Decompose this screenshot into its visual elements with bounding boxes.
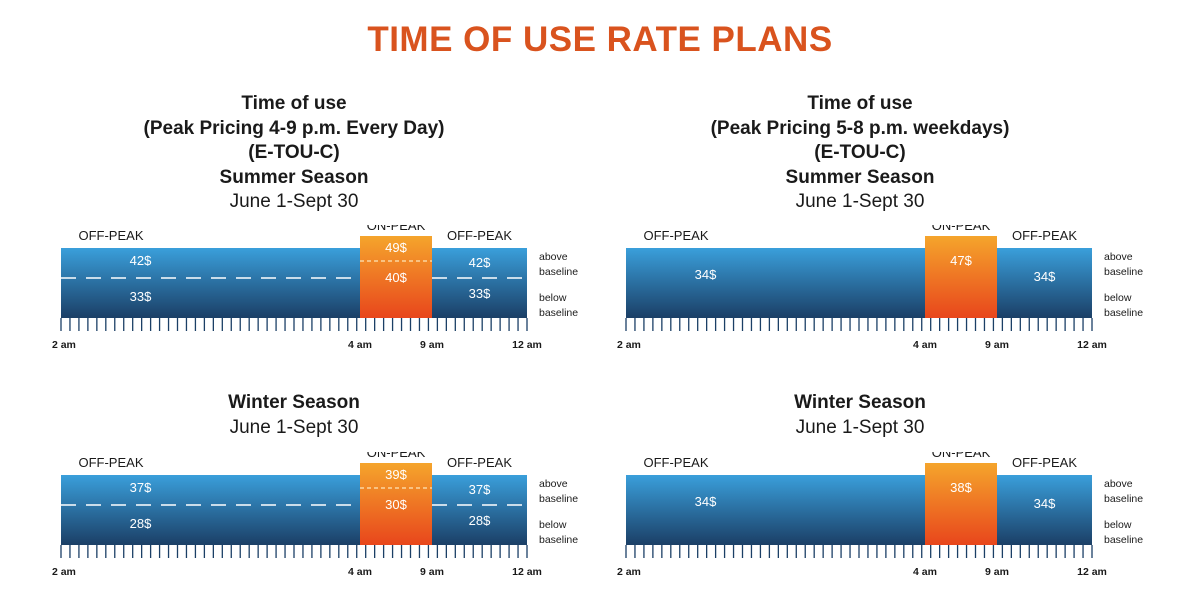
rate-value-above: 39$	[385, 467, 407, 482]
segment-label: OFF-PEAK	[1012, 228, 1077, 243]
side-label-below: baseline	[1104, 307, 1143, 319]
x-tick-label: 12 am	[1077, 339, 1107, 351]
offpeak-bar	[61, 475, 360, 545]
x-tick-label: 12 am	[512, 566, 542, 578]
rate-value: 34$	[695, 494, 717, 509]
heading-line: Time of use	[241, 93, 347, 114]
heading-line: (E-TOU-C)	[814, 142, 906, 163]
rate-chart-right-winter: OFF-PEAK ON-PEAK OFF-PEAK 34$ 38$ 34$ 12 am 4 a…	[617, 452, 1143, 578]
heading-right-summer: Time of use (Peak Pricing 5-8 p.m. weekda…	[600, 92, 1120, 215]
rate-value-below: 33$	[130, 289, 152, 304]
heading-line: June 1-Sept 30	[229, 191, 359, 212]
heading-line: Winter Season	[228, 392, 360, 413]
side-label-above: above	[1104, 478, 1133, 490]
onpeak-bar	[360, 236, 432, 318]
x-tick-label: 12 am	[617, 566, 641, 578]
onpeak-bar	[925, 236, 997, 318]
side-label-below: baseline	[539, 307, 578, 319]
side-label-below: below	[539, 519, 567, 531]
onpeak-bar	[925, 463, 997, 545]
heading-left-winter: Winter Season June 1-Sept 30	[34, 391, 554, 440]
rate-chart-left-summer: OFF-PEAK ON-PEAK OFF-PEAK 42$ 49$ 42$ 33$ 40$ 33…	[52, 225, 578, 351]
segment-label: OFF-PEAK	[447, 228, 512, 243]
x-tick-label: 12 am	[1077, 566, 1107, 578]
x-tick-label: 4 am	[913, 566, 937, 578]
side-label-above: above	[539, 251, 568, 263]
side-label-below: baseline	[1104, 534, 1143, 546]
heading-line: (E-TOU-C)	[248, 142, 340, 163]
heading-line: Summer Season	[785, 166, 935, 188]
x-tick-label: 9 am	[420, 339, 444, 351]
x-tick-label: 12 am	[512, 339, 542, 351]
x-tick-label: 12 am	[52, 339, 76, 351]
side-label-below: baseline	[539, 534, 578, 546]
offpeak-bar	[626, 248, 925, 318]
x-tick-label: 4 am	[348, 566, 372, 578]
side-label-below: below	[1104, 292, 1132, 304]
offpeak-bar	[432, 248, 527, 318]
rate-value-below: 33$	[469, 286, 491, 301]
rate-chart-right-summer: OFF-PEAK ON-PEAK OFF-PEAK 34$ 47$ 34$ 12 am 4 a…	[617, 225, 1143, 351]
heading-line: (Peak Pricing 4-9 p.m. Every Day)	[143, 117, 445, 139]
segment-label: ON-PEAK	[367, 225, 426, 233]
segment-label: ON-PEAK	[932, 225, 991, 233]
rate-value: 34$	[1034, 269, 1056, 284]
x-tick-label: 4 am	[913, 339, 937, 351]
rate-value-below: 28$	[130, 516, 152, 531]
rate-value-below: 30$	[385, 497, 407, 512]
side-label-below: below	[539, 292, 567, 304]
segment-label: ON-PEAK	[367, 452, 426, 460]
rate-value-above: 37$	[130, 480, 152, 495]
segment-label: OFF-PEAK	[78, 228, 143, 243]
offpeak-bar	[626, 475, 925, 545]
heading-line: Winter Season	[794, 392, 926, 413]
side-label-above: above	[1104, 251, 1133, 263]
side-label-above: baseline	[1104, 266, 1143, 278]
segment-label: OFF-PEAK	[643, 455, 708, 470]
rate-value-above: 42$	[469, 255, 491, 270]
side-label-above: above	[539, 478, 568, 490]
offpeak-bar	[997, 248, 1092, 318]
x-tick-label: 9 am	[420, 566, 444, 578]
rate-chart-left-winter: OFF-PEAK ON-PEAK OFF-PEAK 37$ 39$ 37$ 28$ 30$ 28…	[52, 452, 578, 578]
heading-line: June 1-Sept 30	[795, 416, 925, 438]
x-tick-label: 12 am	[52, 566, 76, 578]
side-label-above: baseline	[539, 266, 578, 278]
segment-label: OFF-PEAK	[78, 455, 143, 470]
side-label-below: below	[1104, 519, 1132, 531]
heading-right-winter: Winter Season June 1-Sept 30	[600, 391, 1120, 440]
offpeak-bar	[61, 248, 360, 318]
heading-line: June 1-Sept 30	[795, 191, 925, 212]
segment-label: OFF-PEAK	[1012, 455, 1077, 470]
page-title: TIME OF USE RATE PLANS	[367, 20, 833, 59]
rate-value: 38$	[950, 480, 972, 495]
x-tick-label: 9 am	[985, 566, 1009, 578]
offpeak-bar	[997, 475, 1092, 545]
rate-value: 47$	[950, 253, 972, 268]
segment-label: OFF-PEAK	[643, 228, 708, 243]
heading-line: Summer Season	[219, 166, 369, 188]
heading-line: Time of use	[807, 93, 913, 114]
x-tick-label: 9 am	[985, 339, 1009, 351]
segment-label: OFF-PEAK	[447, 455, 512, 470]
side-label-above: baseline	[539, 493, 578, 505]
x-tick-label: 12 am	[617, 339, 641, 351]
rate-value: 34$	[1034, 496, 1056, 511]
onpeak-bar	[360, 463, 432, 545]
side-label-above: baseline	[1104, 493, 1143, 505]
rate-value-below: 28$	[469, 513, 491, 528]
rate-value: 34$	[695, 267, 717, 282]
heading-line: June 1-Sept 30	[229, 416, 359, 438]
heading-left-summer: Time of use (Peak Pricing 4-9 p.m. Every …	[34, 92, 554, 215]
rate-value-above: 49$	[385, 240, 407, 255]
rate-value-above: 37$	[469, 482, 491, 497]
rate-value-below: 40$	[385, 270, 407, 285]
offpeak-bar	[432, 475, 527, 545]
rate-value-above: 42$	[130, 253, 152, 268]
segment-label: ON-PEAK	[932, 452, 991, 460]
heading-line: (Peak Pricing 5-8 p.m. weekdays)	[710, 117, 1010, 139]
x-tick-label: 4 am	[348, 339, 372, 351]
